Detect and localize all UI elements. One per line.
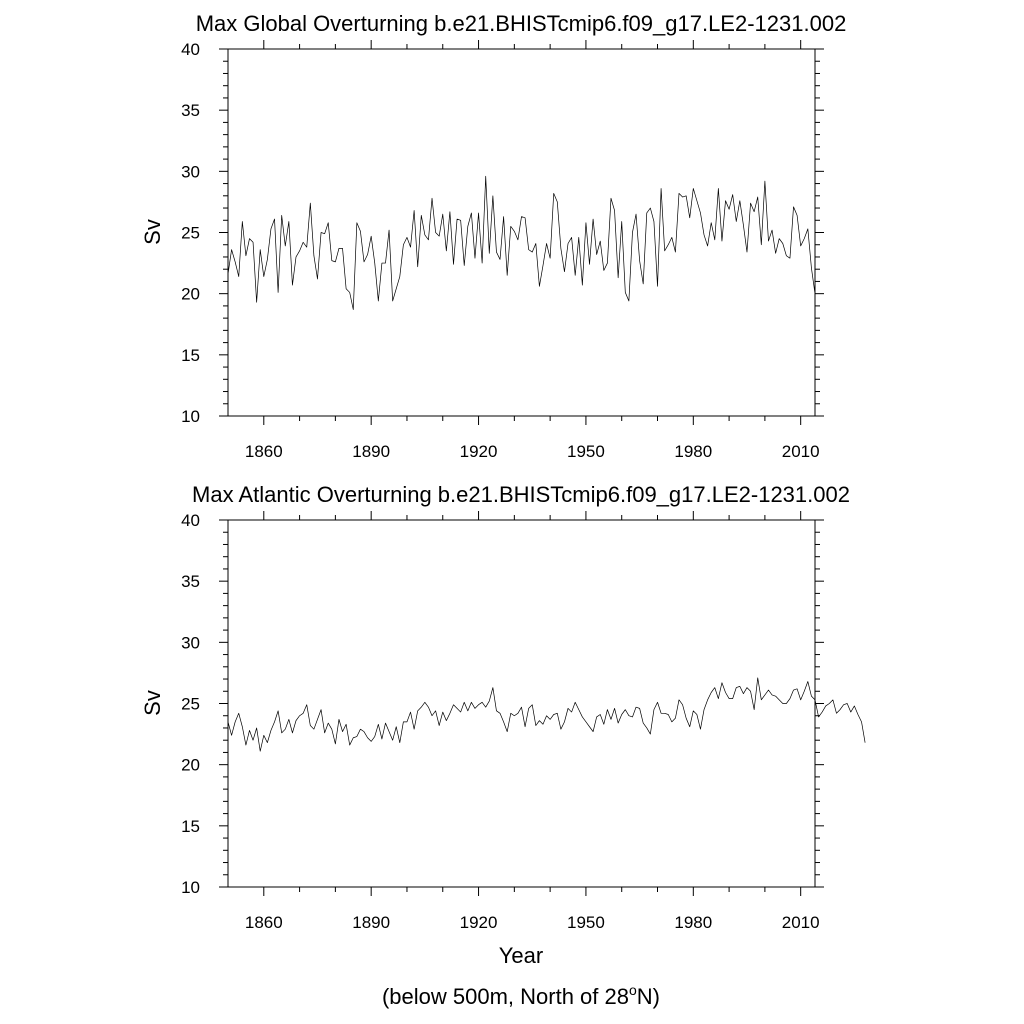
global-y-axis-label: Sv: [140, 219, 165, 245]
footnote-text-end: N): [637, 984, 660, 1009]
atlantic-overturning-panel: Max Atlantic Overturning b.e21.BHISTcmip…: [140, 482, 866, 968]
x-tick-label: 2010: [782, 442, 820, 461]
atlantic-y-tick-labels: 10 15 20 25 30 35 40: [181, 511, 200, 897]
atlantic-y-axis-label: Sv: [140, 690, 165, 716]
x-tick-label: 1890: [352, 913, 390, 932]
y-tick-label: 35: [181, 572, 200, 591]
x-tick-label: 2010: [782, 913, 820, 932]
y-tick-label: 15: [181, 817, 200, 836]
global-y-tick-labels: 10 15 20 25 30 35 40: [181, 40, 200, 426]
y-tick-label: 30: [181, 162, 200, 181]
y-tick-label: 25: [181, 224, 200, 243]
x-tick-label: 1890: [352, 442, 390, 461]
atlantic-axis-ticks: [219, 511, 824, 896]
atlantic-x-tick-labels: 1860 1890 1920 1950 1980 2010: [245, 913, 820, 932]
footnote: (below 500m, North of 28oN): [382, 982, 660, 1009]
atlantic-chart-title: Max Atlantic Overturning b.e21.BHISTcmip…: [192, 482, 850, 507]
x-axis-label-year: Year: [499, 943, 543, 968]
x-tick-label: 1950: [567, 442, 605, 461]
global-x-tick-labels: 1860 1890 1920 1950 1980 2010: [245, 442, 820, 461]
global-overturning-series-line: [227, 175, 816, 310]
x-tick-label: 1920: [460, 913, 498, 932]
y-tick-label: 30: [181, 633, 200, 652]
y-tick-label: 20: [181, 756, 200, 775]
x-tick-label: 1920: [460, 442, 498, 461]
x-tick-label: 1860: [245, 913, 283, 932]
global-plot-frame: [227, 48, 816, 417]
atlantic-plot-frame: [227, 519, 816, 888]
x-tick-label: 1980: [674, 442, 712, 461]
global-chart-title: Max Global Overturning b.e21.BHISTcmip6.…: [196, 11, 847, 36]
y-tick-label: 40: [181, 511, 200, 530]
degree-superscript: o: [629, 982, 637, 998]
atlantic-overturning-series-line: [227, 677, 866, 752]
y-tick-label: 25: [181, 695, 200, 714]
y-tick-label: 35: [181, 101, 200, 120]
y-tick-label: 10: [181, 878, 200, 897]
y-tick-label: 10: [181, 407, 200, 426]
y-tick-label: 20: [181, 285, 200, 304]
global-axis-ticks: [219, 40, 824, 425]
x-tick-label: 1860: [245, 442, 283, 461]
footnote-text: (below 500m, North of 28: [382, 984, 629, 1009]
x-tick-label: 1950: [567, 913, 605, 932]
y-tick-label: 40: [181, 40, 200, 59]
global-overturning-panel: Max Global Overturning b.e21.BHISTcmip6.…: [140, 11, 846, 461]
y-tick-label: 15: [181, 346, 200, 365]
x-tick-label: 1980: [674, 913, 712, 932]
